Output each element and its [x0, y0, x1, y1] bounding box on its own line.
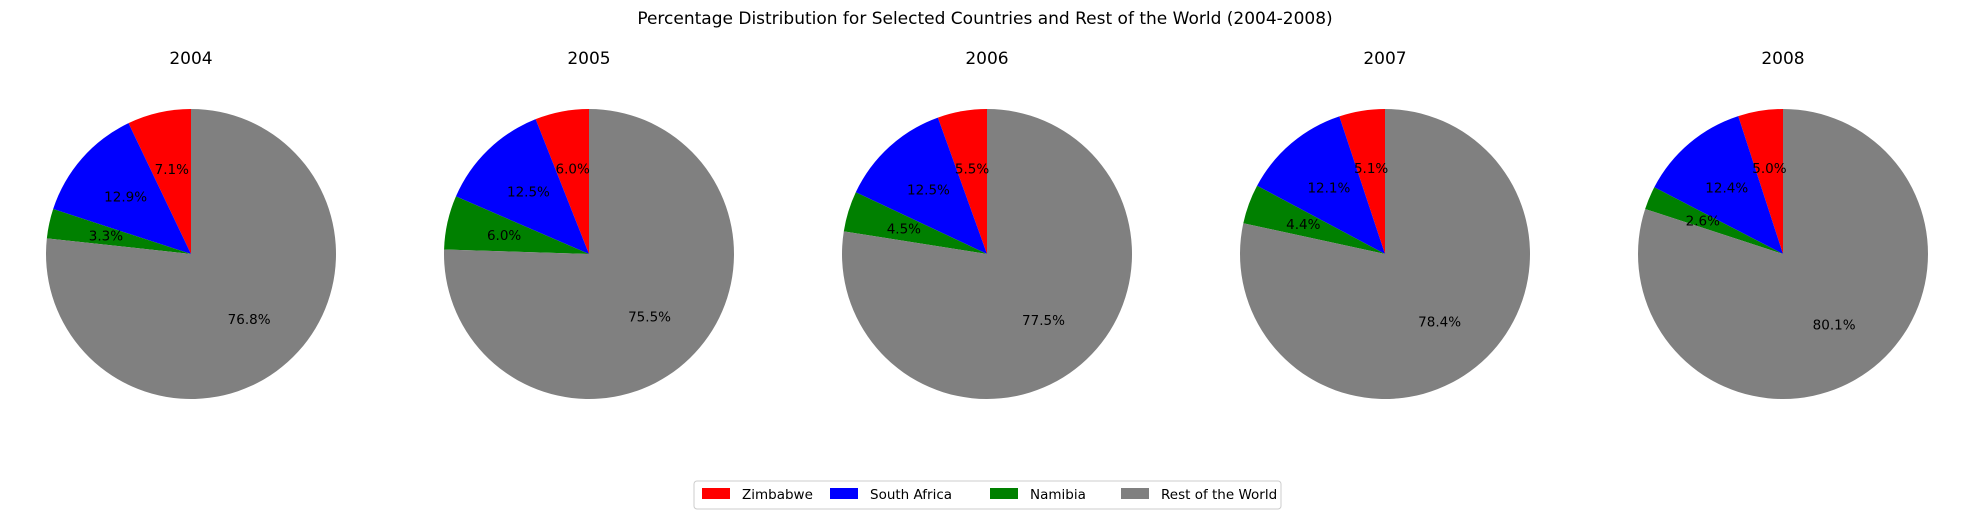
legend-item-zimbabwe: Zimbabwe: [702, 487, 813, 503]
pie-title: 2007: [1363, 49, 1406, 69]
slice-label-namibia: 4.5%: [887, 221, 921, 237]
pie-2006: 2006 5.5% 12.5% 4.5% 77.5%: [842, 49, 1133, 399]
legend-label-namibia: Namibia: [1030, 487, 1086, 503]
slice-namibia: [444, 196, 589, 254]
legend-swatch-namibia: [990, 488, 1018, 499]
slice-zimbabwe: [1738, 108, 1783, 254]
slice-rest-of-the-world: [1240, 109, 1531, 399]
legend-swatch-south-africa: [830, 488, 858, 499]
slice-label-namibia: 2.6%: [1686, 213, 1720, 229]
slice-zimbabwe: [535, 109, 589, 254]
pies-group: 2004 7.1% 12.9% 3.3% 76.8% 2005 6.0% 12.5% 6.0% 7…: [46, 49, 1928, 400]
slice-south-africa: [53, 123, 192, 254]
slice-label-rest-of-the-world: 76.8%: [228, 312, 271, 328]
slice-label-zimbabwe: 5.0%: [1752, 161, 1786, 177]
slice-namibia: [1645, 187, 1783, 254]
legend-label-rest-of-the-world: Rest of the World: [1161, 487, 1277, 503]
slice-rest-of-the-world: [1637, 109, 1928, 399]
slice-label-south-africa: 12.9%: [104, 190, 147, 206]
legend-label-south-africa: South Africa: [870, 487, 952, 503]
pie-title: 2005: [567, 49, 610, 69]
slice-south-africa: [855, 117, 987, 254]
slice-rest-of-the-world: [46, 109, 337, 400]
pie-title: 2004: [169, 49, 212, 69]
slice-south-africa: [1654, 116, 1783, 254]
slice-zimbabwe: [1339, 109, 1385, 254]
pie-2005: 2005 6.0% 12.5% 6.0% 75.5%: [443, 49, 734, 399]
legend-item-namibia: Namibia: [990, 487, 1086, 503]
slice-label-namibia: 3.3%: [89, 229, 123, 245]
pie-2008: 2008 5.0%12.4% 2.6% 80.1%: [1637, 49, 1928, 399]
slice-label-zimbabwe: 6.0%: [556, 162, 590, 178]
slice-label-namibia: 4.4%: [1286, 217, 1320, 233]
pie-2004: 2004 7.1% 12.9% 3.3% 76.8%: [46, 49, 337, 400]
slice-south-africa: [1257, 116, 1385, 254]
slice-zimbabwe: [937, 109, 987, 254]
slice-namibia: [1243, 185, 1385, 254]
legend-label-zimbabwe: Zimbabwe: [742, 487, 813, 503]
slice-rest-of-the-world: [443, 108, 734, 399]
legend-swatch-rest-of-the-world: [1121, 488, 1149, 499]
legend-item-rest-of-the-world: Rest of the World: [1121, 487, 1277, 503]
slice-label-south-africa: 12.5%: [507, 185, 550, 201]
slice-label-south-africa: 12.4%: [1705, 181, 1748, 197]
slice-namibia: [843, 192, 987, 254]
slice-rest-of-the-world: [842, 109, 1133, 399]
pie-title: 2008: [1761, 49, 1804, 69]
slice-label-zimbabwe: 5.1%: [1354, 161, 1388, 177]
slice-label-south-africa: 12.5%: [907, 183, 950, 199]
legend-item-south-africa: South Africa: [830, 487, 952, 503]
pie-2007: 2007 5.1%12.1% 4.4% 78.4%: [1240, 49, 1531, 399]
slice-label-zimbabwe: 5.5%: [955, 161, 989, 177]
slice-label-rest-of-the-world: 80.1%: [1813, 317, 1856, 333]
slice-label-rest-of-the-world: 77.5%: [1022, 313, 1065, 329]
slice-label-zimbabwe: 7.1%: [155, 162, 189, 178]
legend: Zimbabwe South Africa Namibia Rest of the W…: [693, 480, 1282, 510]
slice-label-south-africa: 12.1%: [1307, 180, 1350, 196]
legend-swatch-zimbabwe: [702, 488, 730, 499]
pie-title: 2006: [965, 49, 1008, 69]
slice-namibia: [46, 209, 191, 254]
chart-title: Percentage Distribution for Selected Cou…: [637, 9, 1332, 29]
slice-south-africa: [455, 119, 589, 255]
slice-zimbabwe: [128, 109, 191, 254]
slice-label-rest-of-the-world: 78.4%: [1418, 315, 1461, 331]
slice-label-namibia: 6.0%: [487, 228, 521, 244]
slice-label-rest-of-the-world: 75.5%: [628, 309, 671, 325]
